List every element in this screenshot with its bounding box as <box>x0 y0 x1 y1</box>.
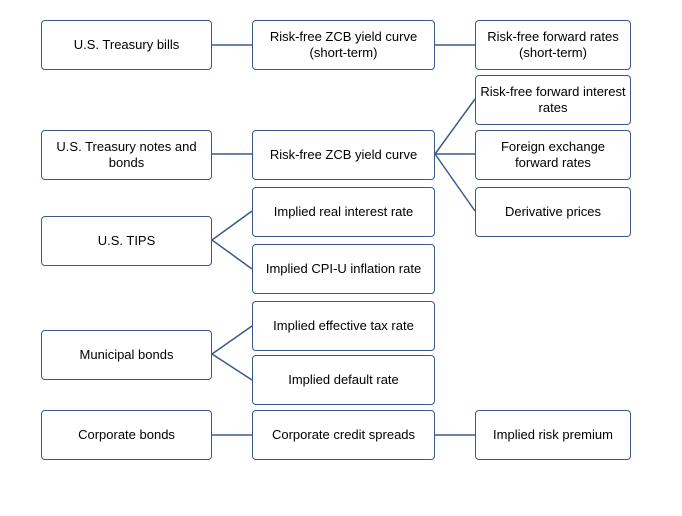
node-corporate-credit-spreads-label: Corporate credit spreads <box>271 427 416 442</box>
node-fx-forward-rates: Foreign exchange forward rates <box>475 130 631 180</box>
node-treasury-bills-label: U.S. Treasury bills <box>73 37 180 52</box>
node-zcb-yield-curve-short-term: Risk-free ZCB yield curve (short-term) <box>252 20 435 70</box>
node-forward-interest-rates-label: Risk-free forward interest rates <box>480 84 626 115</box>
node-fx-forward-rates-label: Foreign exchange forward rates <box>500 139 606 170</box>
connector-muni-tax-rate <box>211 325 253 355</box>
connector-muni-default-rate <box>211 353 253 381</box>
node-tips: U.S. TIPS <box>41 216 212 266</box>
connector-tips-real-rate <box>211 210 253 241</box>
node-municipal-bonds: Municipal bonds <box>41 330 212 380</box>
node-risk-premium-label: Implied risk premium <box>493 427 613 442</box>
node-derivative-prices-label: Derivative prices <box>504 204 602 219</box>
node-derivative-prices: Derivative prices <box>475 187 631 237</box>
node-cpi-inflation-rate: Implied CPI-U inflation rate <box>252 244 435 294</box>
node-zcb-yield-curve: Risk-free ZCB yield curve <box>252 130 435 180</box>
node-cpi-inflation-rate-label: Implied CPI-U inflation rate <box>265 261 422 276</box>
node-corporate-bonds: Corporate bonds <box>41 410 212 460</box>
node-corporate-bonds-label: Corporate bonds <box>78 427 175 442</box>
connector-tips-cpi <box>211 239 253 270</box>
connector-zcb-fwd-interest <box>434 98 476 155</box>
node-municipal-bonds-label: Municipal bonds <box>79 347 174 362</box>
node-default-rate-label: Implied default rate <box>288 372 399 387</box>
node-forward-interest-rates: Risk-free forward interest rates <box>475 75 631 125</box>
node-corporate-credit-spreads: Corporate credit spreads <box>252 410 435 460</box>
node-effective-tax-rate: Implied effective tax rate <box>252 301 435 351</box>
node-zcb-yield-curve-short-term-label: Risk-free ZCB yield curve (short-term) <box>269 29 418 60</box>
node-default-rate: Implied default rate <box>252 355 435 405</box>
node-treasury-notes-bonds: U.S. Treasury notes and bonds <box>41 130 212 180</box>
node-risk-premium: Implied risk premium <box>475 410 631 460</box>
node-real-interest-rate: Implied real interest rate <box>252 187 435 237</box>
node-forward-rates-short-term-label: Risk-free forward rates (short-term) <box>487 29 619 60</box>
node-effective-tax-rate-label: Implied effective tax rate <box>273 318 414 333</box>
node-treasury-bills: U.S. Treasury bills <box>41 20 212 70</box>
node-real-interest-rate-label: Implied real interest rate <box>273 204 414 219</box>
node-zcb-yield-curve-label: Risk-free ZCB yield curve <box>269 147 418 162</box>
connector-zcb-derivatives <box>434 153 476 212</box>
node-tips-label: U.S. TIPS <box>97 233 156 248</box>
node-forward-rates-short-term: Risk-free forward rates (short-term) <box>475 20 631 70</box>
node-treasury-notes-bonds-label: U.S. Treasury notes and bonds <box>56 139 197 170</box>
